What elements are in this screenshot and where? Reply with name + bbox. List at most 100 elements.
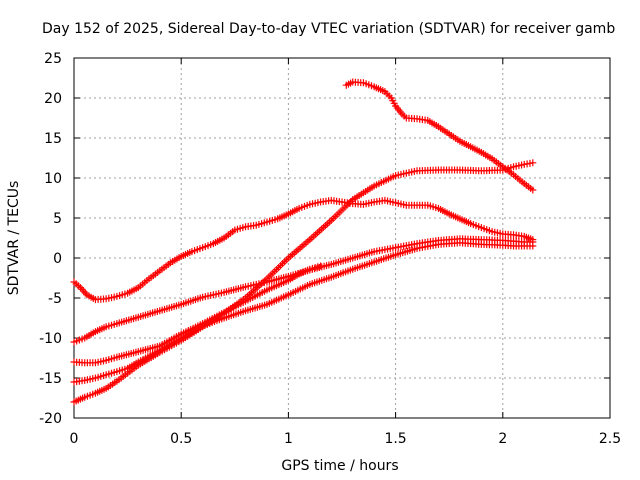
data-point <box>437 169 440 171</box>
data-point <box>94 331 97 333</box>
data-point <box>512 234 515 236</box>
data-point <box>202 326 204 328</box>
y-tick-label: 0 <box>53 251 62 267</box>
y-tick-labels: -20 -15 -10 -5 0 5 10 15 20 25 <box>39 51 62 427</box>
data-point <box>459 242 461 244</box>
data-point <box>234 229 236 231</box>
chart-title: Day 152 of 2025, Sidereal Day-to-day VTE… <box>42 21 615 37</box>
y-tick-label: 20 <box>44 91 62 107</box>
data-point <box>384 199 386 201</box>
data-point <box>395 247 397 249</box>
data-point <box>427 204 429 206</box>
data-point <box>287 257 289 259</box>
data-point <box>330 219 332 221</box>
data-point <box>94 362 97 364</box>
data-point <box>362 82 365 84</box>
data-point <box>341 201 343 203</box>
series-markers <box>70 235 537 346</box>
data-point <box>309 239 311 241</box>
data-point <box>266 303 268 305</box>
data-point <box>330 199 332 201</box>
data-point <box>390 97 392 99</box>
data-point <box>362 203 365 205</box>
data-point <box>459 140 461 142</box>
data-point <box>137 351 139 353</box>
data-point <box>84 379 86 381</box>
data-point <box>191 251 193 253</box>
data-point <box>73 381 75 383</box>
data-point <box>202 296 204 298</box>
data-point <box>523 163 525 165</box>
data-point <box>437 239 440 241</box>
x-tick-label: 2.5 <box>599 431 621 447</box>
data-point <box>352 257 354 259</box>
data-point <box>416 118 418 120</box>
data-point <box>169 262 172 264</box>
series-track-f <box>342 78 537 194</box>
data-point <box>480 239 482 241</box>
data-point <box>105 387 107 389</box>
data-point <box>84 337 86 339</box>
data-point <box>137 316 139 318</box>
series-track-d <box>70 239 537 386</box>
data-point <box>345 84 347 86</box>
data-point <box>373 261 375 263</box>
data-point <box>223 317 225 319</box>
data-point <box>470 223 472 225</box>
data-point <box>116 295 118 297</box>
y-tick-label: 10 <box>44 171 62 187</box>
data-point <box>298 273 300 275</box>
data-point <box>180 303 182 305</box>
series-line <box>73 238 533 343</box>
data-point <box>395 202 397 204</box>
y-axis-title: SDTVAR / TECUs <box>6 181 22 296</box>
data-point <box>395 175 397 177</box>
data-point <box>459 218 461 220</box>
data-point <box>94 377 97 379</box>
data-point <box>277 218 279 220</box>
data-point <box>159 345 161 347</box>
data-point <box>502 166 504 168</box>
data-point <box>416 247 418 249</box>
data-point <box>352 203 354 205</box>
data-point <box>244 286 247 288</box>
data-point <box>384 91 386 93</box>
data-point <box>266 289 268 291</box>
data-point <box>319 265 322 267</box>
data-point <box>266 221 268 223</box>
data-point <box>502 244 504 246</box>
data-point <box>287 294 289 296</box>
data-point <box>480 243 482 245</box>
data-point <box>202 247 204 249</box>
data-point <box>512 174 515 176</box>
data-point <box>266 278 268 280</box>
data-point <box>352 268 354 270</box>
data-point <box>416 243 418 245</box>
y-tick-label: -10 <box>39 331 62 347</box>
series-track-a <box>70 196 537 304</box>
data-point <box>84 396 86 398</box>
y-tick-label: 5 <box>53 211 62 227</box>
series-markers <box>342 78 537 194</box>
data-point <box>437 207 440 209</box>
data-point <box>373 251 375 253</box>
x-tick-labels: 0 0.5 1 1.5 2 2.5 <box>70 431 622 447</box>
x-tick-label: 0.5 <box>170 431 192 447</box>
data-series <box>70 78 537 406</box>
data-point <box>523 183 525 185</box>
data-point <box>330 263 332 265</box>
data-point <box>416 170 418 172</box>
data-point <box>405 117 407 119</box>
data-point <box>502 233 504 235</box>
data-point <box>255 224 257 226</box>
data-point <box>180 255 182 257</box>
data-point <box>180 333 182 335</box>
data-point <box>502 239 504 241</box>
data-point <box>470 146 472 148</box>
series-track-c <box>70 262 325 367</box>
data-point <box>287 279 289 281</box>
data-point <box>127 367 129 369</box>
data-point <box>532 189 534 191</box>
data-point <box>352 81 354 83</box>
data-point <box>244 310 247 312</box>
